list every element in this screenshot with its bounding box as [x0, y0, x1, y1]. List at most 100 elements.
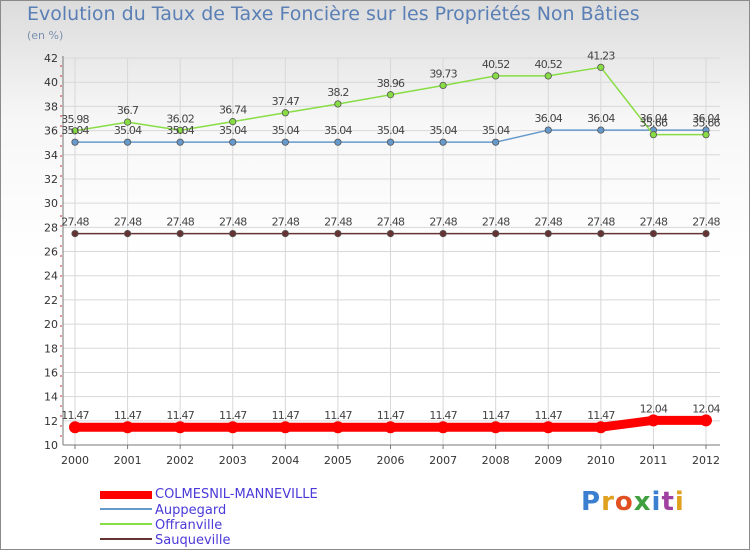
data-label: 27.48	[535, 216, 563, 229]
data-label: 27.48	[61, 216, 89, 229]
data-point	[384, 421, 397, 434]
data-label: 12.04	[692, 402, 720, 415]
data-label: 36.74	[219, 104, 247, 117]
logo-letter: o	[614, 487, 634, 517]
y-tick-label: 36	[44, 125, 58, 138]
data-label: 35.66	[692, 117, 720, 130]
y-tick-label: 16	[44, 366, 58, 379]
data-label: 35.04	[429, 124, 457, 137]
y-tick-label: 42	[44, 52, 58, 65]
x-tick-label: 2008	[482, 454, 510, 467]
data-point	[123, 138, 132, 146]
data-label: 36.04	[692, 112, 720, 125]
data-point	[226, 421, 239, 434]
data-label: 36.7	[117, 104, 139, 117]
data-point	[334, 138, 342, 146]
data-point	[386, 230, 395, 238]
x-tick-label: 2009	[534, 454, 562, 467]
data-point	[229, 138, 237, 146]
data-label: 11.47	[429, 409, 457, 422]
data-point	[176, 126, 184, 134]
x-tick-label: 2012	[692, 454, 720, 467]
proxiti-logo: Proxiti	[581, 487, 685, 517]
data-point	[492, 72, 500, 80]
data-point	[544, 126, 552, 134]
data-point	[281, 109, 289, 117]
legend-label-offranville: Offranville	[155, 518, 223, 533]
x-tick-label: 2001	[114, 454, 142, 467]
logo-letter: t	[661, 487, 675, 517]
data-label: 11.47	[272, 409, 300, 422]
data-label: 27.48	[114, 216, 142, 229]
data-point	[492, 138, 500, 146]
data-label: 35.04	[166, 124, 194, 137]
data-point	[123, 230, 132, 238]
data-label: 37.47	[272, 95, 300, 108]
data-label: 11.47	[482, 409, 510, 422]
data-point	[594, 421, 607, 434]
data-label: 35.66	[640, 117, 668, 130]
data-point	[386, 91, 395, 99]
data-label: 41.23	[587, 49, 615, 62]
data-label: 27.48	[324, 216, 352, 229]
label-layer: 11.47 11.47 11.47 11.47 11.47 11.47 11.47 11.47…	[61, 49, 721, 422]
data-label: 40.52	[535, 58, 563, 71]
data-point	[71, 138, 79, 146]
data-point	[334, 100, 342, 108]
data-point	[71, 230, 79, 238]
chart-title: Evolution du Taux de Taxe Foncière sur l…	[27, 3, 640, 25]
data-label: 36.04	[587, 112, 615, 125]
data-point	[229, 230, 237, 238]
data-point	[544, 230, 552, 238]
legend-swatch-offranville	[100, 523, 152, 525]
data-point	[702, 131, 710, 139]
y-tick-label: 40	[44, 76, 58, 89]
legend-label-colmesnil: COLMESNIL-MANNEVILLE	[155, 487, 318, 502]
data-label: 27.48	[587, 216, 615, 229]
data-label: 35.98	[61, 113, 89, 126]
data-point	[176, 230, 184, 238]
y-tick-label: 24	[44, 270, 58, 283]
logo-letter: i	[651, 487, 662, 517]
data-point	[544, 72, 552, 80]
data-label: 27.48	[640, 216, 668, 229]
data-label: 36.04	[640, 112, 668, 125]
chart-subtitle: (en %)	[27, 29, 64, 42]
y-tick-label: 20	[44, 318, 58, 331]
data-label: 35.04	[324, 124, 352, 137]
data-point	[597, 230, 605, 238]
x-tick-label: 2003	[219, 454, 247, 467]
data-point	[69, 421, 81, 434]
data-point	[331, 421, 344, 434]
data-point	[702, 230, 710, 238]
data-label: 35.04	[377, 124, 405, 137]
data-point	[649, 230, 658, 238]
y-tick-label: 10	[44, 439, 58, 452]
data-point	[700, 414, 712, 427]
data-point	[597, 126, 605, 134]
data-point	[71, 127, 79, 135]
x-tick-label: 2000	[61, 454, 89, 467]
data-point	[279, 421, 292, 434]
x-tick-label: 2011	[639, 454, 667, 467]
y-tick-label: 12	[44, 415, 58, 428]
data-label: 35.04	[272, 124, 300, 137]
x-tick-label: 2002	[166, 454, 194, 467]
y-tick-label: 30	[44, 197, 58, 210]
data-label: 35.04	[219, 124, 247, 137]
legend-label-auppegard: Auppegard	[155, 503, 227, 518]
data-point	[386, 138, 395, 146]
data-point	[439, 138, 447, 146]
data-point	[647, 414, 660, 427]
data-label: 11.47	[324, 409, 352, 422]
data-label: 39.73	[429, 67, 457, 80]
data-label: 27.48	[219, 216, 247, 229]
logo-letter: r	[601, 487, 615, 517]
data-point	[174, 421, 187, 434]
legend-swatch-sauqueville	[100, 538, 152, 540]
axis-layer: 10 12 14 16 18 20 22 24 26 28 30 32 34 36 38 40 42 2000 20…	[44, 52, 720, 467]
data-label: 27.48	[692, 216, 720, 229]
data-label: 35.04	[61, 124, 89, 137]
